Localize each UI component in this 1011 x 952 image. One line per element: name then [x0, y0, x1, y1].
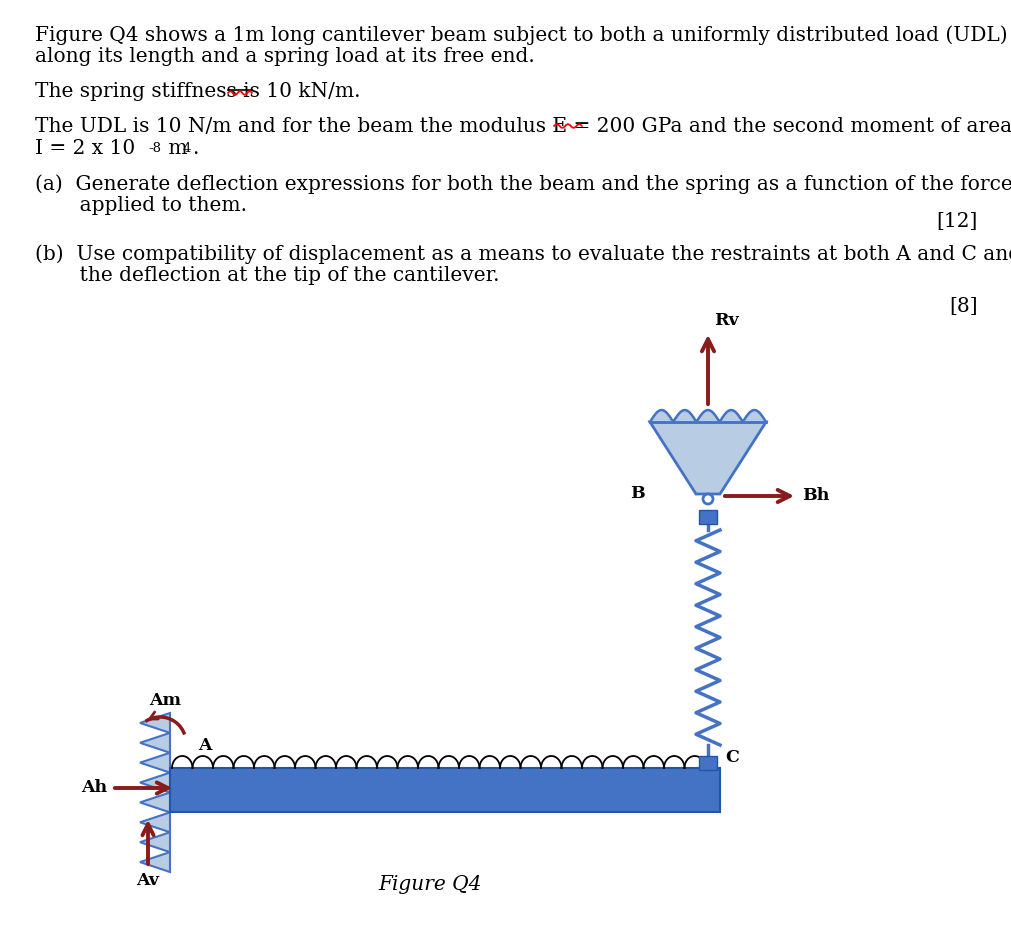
Text: Rv: Rv [714, 312, 738, 329]
Text: m: m [162, 139, 187, 158]
Text: .: . [192, 139, 198, 158]
Polygon shape [649, 422, 765, 494]
Text: (b)  Use compatibility of displacement as a means to evaluate the restraints at : (b) Use compatibility of displacement as… [35, 244, 1011, 264]
Text: applied to them.: applied to them. [35, 196, 247, 215]
Text: along its length and a spring load at its free end.: along its length and a spring load at it… [35, 47, 534, 66]
Text: B: B [630, 486, 644, 503]
Text: [12]: [12] [936, 212, 977, 231]
Text: Av: Av [136, 872, 160, 889]
Text: The UDL is 10 N/m and for the beam the modulus E = 200 GPa and the second moment: The UDL is 10 N/m and for the beam the m… [35, 117, 1011, 136]
Text: Figure Q4: Figure Q4 [378, 875, 481, 894]
Text: the deflection at the tip of the cantilever.: the deflection at the tip of the cantile… [35, 266, 499, 285]
Text: Ah: Ah [81, 780, 107, 797]
Text: Figure Q4 shows a 1m long cantilever beam subject to both a uniformly distribute: Figure Q4 shows a 1m long cantilever bea… [35, 25, 1007, 45]
Polygon shape [140, 713, 170, 872]
Bar [699, 510, 716, 524]
Bar [699, 756, 716, 770]
Text: The spring stiffness is 10 kN/m.: The spring stiffness is 10 kN/m. [35, 82, 360, 101]
Text: -8: -8 [148, 142, 161, 155]
Text: Am: Am [149, 692, 181, 709]
Text: 4: 4 [183, 142, 191, 155]
Text: (a)  Generate deflection expressions for both the beam and the spring as a funct: (a) Generate deflection expressions for … [35, 174, 1011, 193]
Bar [170, 768, 719, 812]
Text: [8]: [8] [948, 297, 977, 316]
Text: C: C [724, 749, 738, 766]
Text: A: A [198, 737, 211, 754]
Text: Bh: Bh [801, 487, 829, 505]
Circle shape [703, 494, 713, 504]
Text: I = 2 x 10: I = 2 x 10 [35, 139, 135, 158]
